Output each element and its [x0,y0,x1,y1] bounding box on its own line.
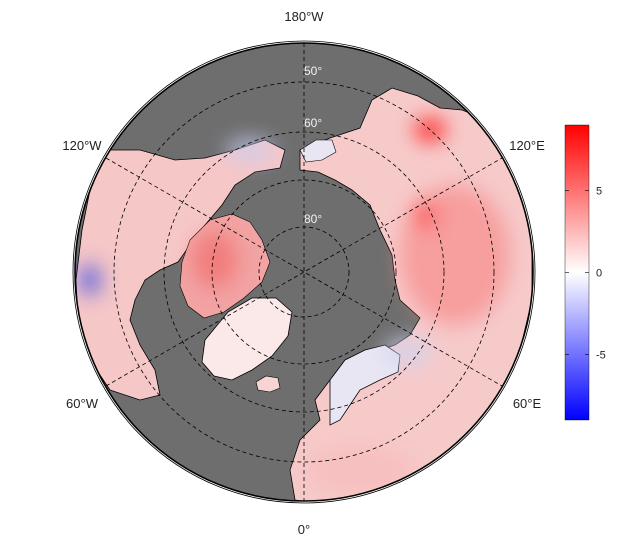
lon-label-lower-right: 60°E [513,396,542,411]
lat-label-80: 80° [304,212,322,226]
anomaly-blob [305,445,415,495]
lat-label-50: 50° [304,64,322,78]
anomaly-blob [80,264,100,296]
meridian-60 [105,157,503,387]
meridian-120 [105,157,503,387]
anomaly-blob [193,232,237,288]
colorbar-tick-label: 0 [596,268,602,280]
map-frame-outer [72,40,536,504]
lon-label-upper-left: 120°W [62,138,102,153]
lon-label-bottom: 0° [298,522,310,537]
anomaly-blob [225,138,275,162]
latitude-circle-60 [163,131,445,413]
map-frame [74,42,534,502]
anomaly-blob [384,337,432,367]
colorbar: 5 0 -5 [564,124,606,421]
lat-label-60: 60° [304,116,322,130]
lon-label-top: 180°W [284,9,324,24]
anomaly-blob [413,201,437,229]
graticule [105,43,503,501]
colorbar-ticks: 5 0 -5 [565,186,606,361]
land-iceland [255,375,281,393]
lon-label-upper-right: 120°E [509,138,545,153]
colorbar-tick-label: -5 [596,349,606,361]
latitude-circle-50 [113,81,495,463]
colorbar-tick-label: 5 [596,186,602,198]
map-disk [75,43,533,501]
land-chukotka [299,139,337,163]
latitude-circle-70 [211,179,397,365]
lon-label-lower-left: 60°W [66,396,99,411]
